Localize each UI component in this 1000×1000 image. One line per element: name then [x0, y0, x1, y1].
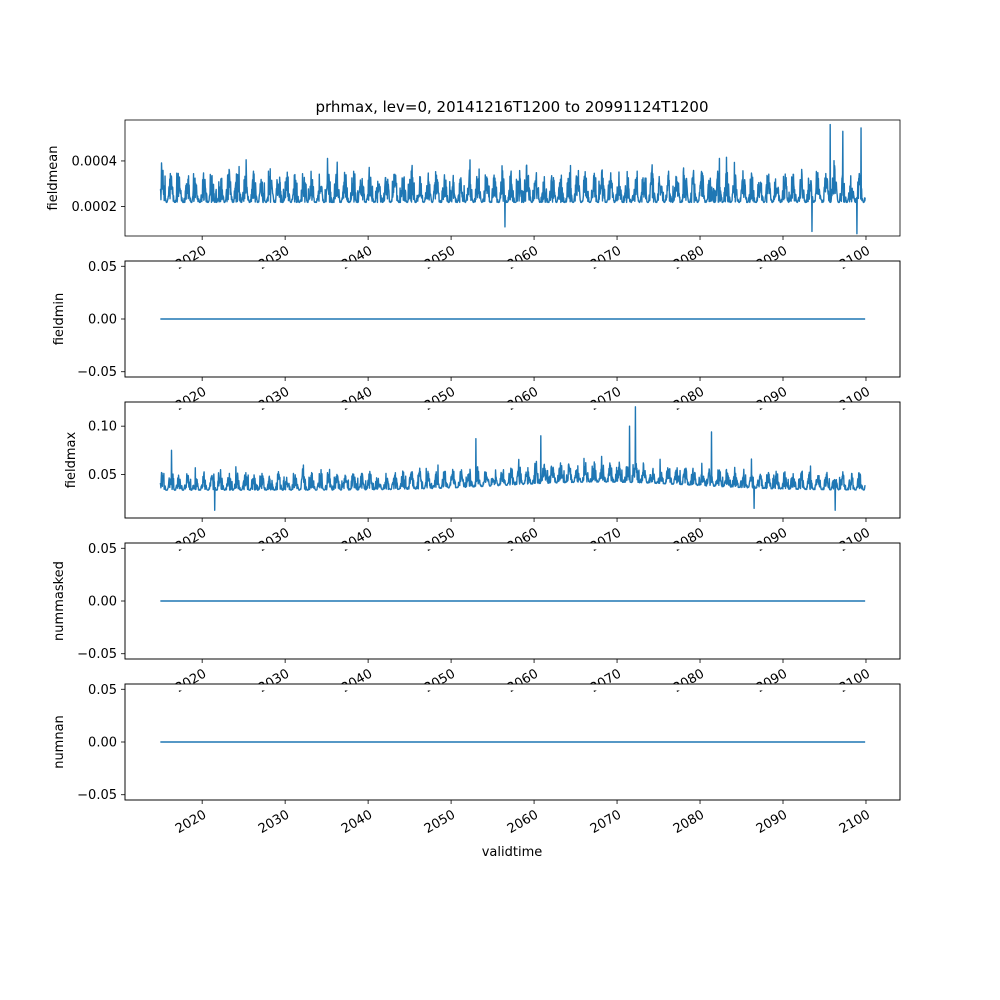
y-tick-label: −0.05	[77, 365, 117, 380]
y-tick-label: −0.05	[77, 788, 117, 803]
axes-frame	[124, 542, 901, 660]
y-tick-label: 0.05	[88, 542, 117, 557]
y-tick-label: 0.05	[88, 468, 117, 483]
y-axis-label: fieldmean	[46, 146, 61, 211]
y-tick-label: 0.05	[88, 683, 117, 698]
overlap-mask	[125, 543, 900, 550]
y-tick-label: 0.10	[88, 420, 117, 435]
y-axis-label: fieldmax	[64, 432, 79, 489]
axes-frame	[124, 401, 901, 519]
overlap-mask	[125, 261, 900, 268]
y-tick-label: −0.05	[77, 647, 117, 662]
series-line-fieldmean	[159, 123, 866, 235]
y-axis-label: nummasked	[52, 561, 67, 641]
y-tick-label: 0.0004	[72, 154, 118, 169]
y-tick-label: 0.0002	[72, 200, 118, 215]
x-axis-label: validtime	[482, 845, 543, 860]
axes-frame	[124, 260, 901, 378]
axes-frame	[124, 683, 901, 801]
figure-title: prhmax, lev=0, 20141216T1200 to 20991124…	[315, 98, 708, 116]
y-tick-label: 0.00	[88, 595, 117, 610]
overlap-mask	[125, 684, 900, 691]
y-tick-label: 0.00	[88, 736, 117, 751]
y-axis-label: fieldmin	[52, 293, 67, 346]
y-tick-label: 0.00	[88, 313, 117, 328]
overlap-mask	[125, 402, 900, 409]
axes-frame	[124, 119, 901, 237]
series-line-fieldmax	[159, 406, 866, 511]
y-tick-label: 0.05	[88, 260, 117, 275]
y-axis-label: numnan	[52, 715, 67, 769]
